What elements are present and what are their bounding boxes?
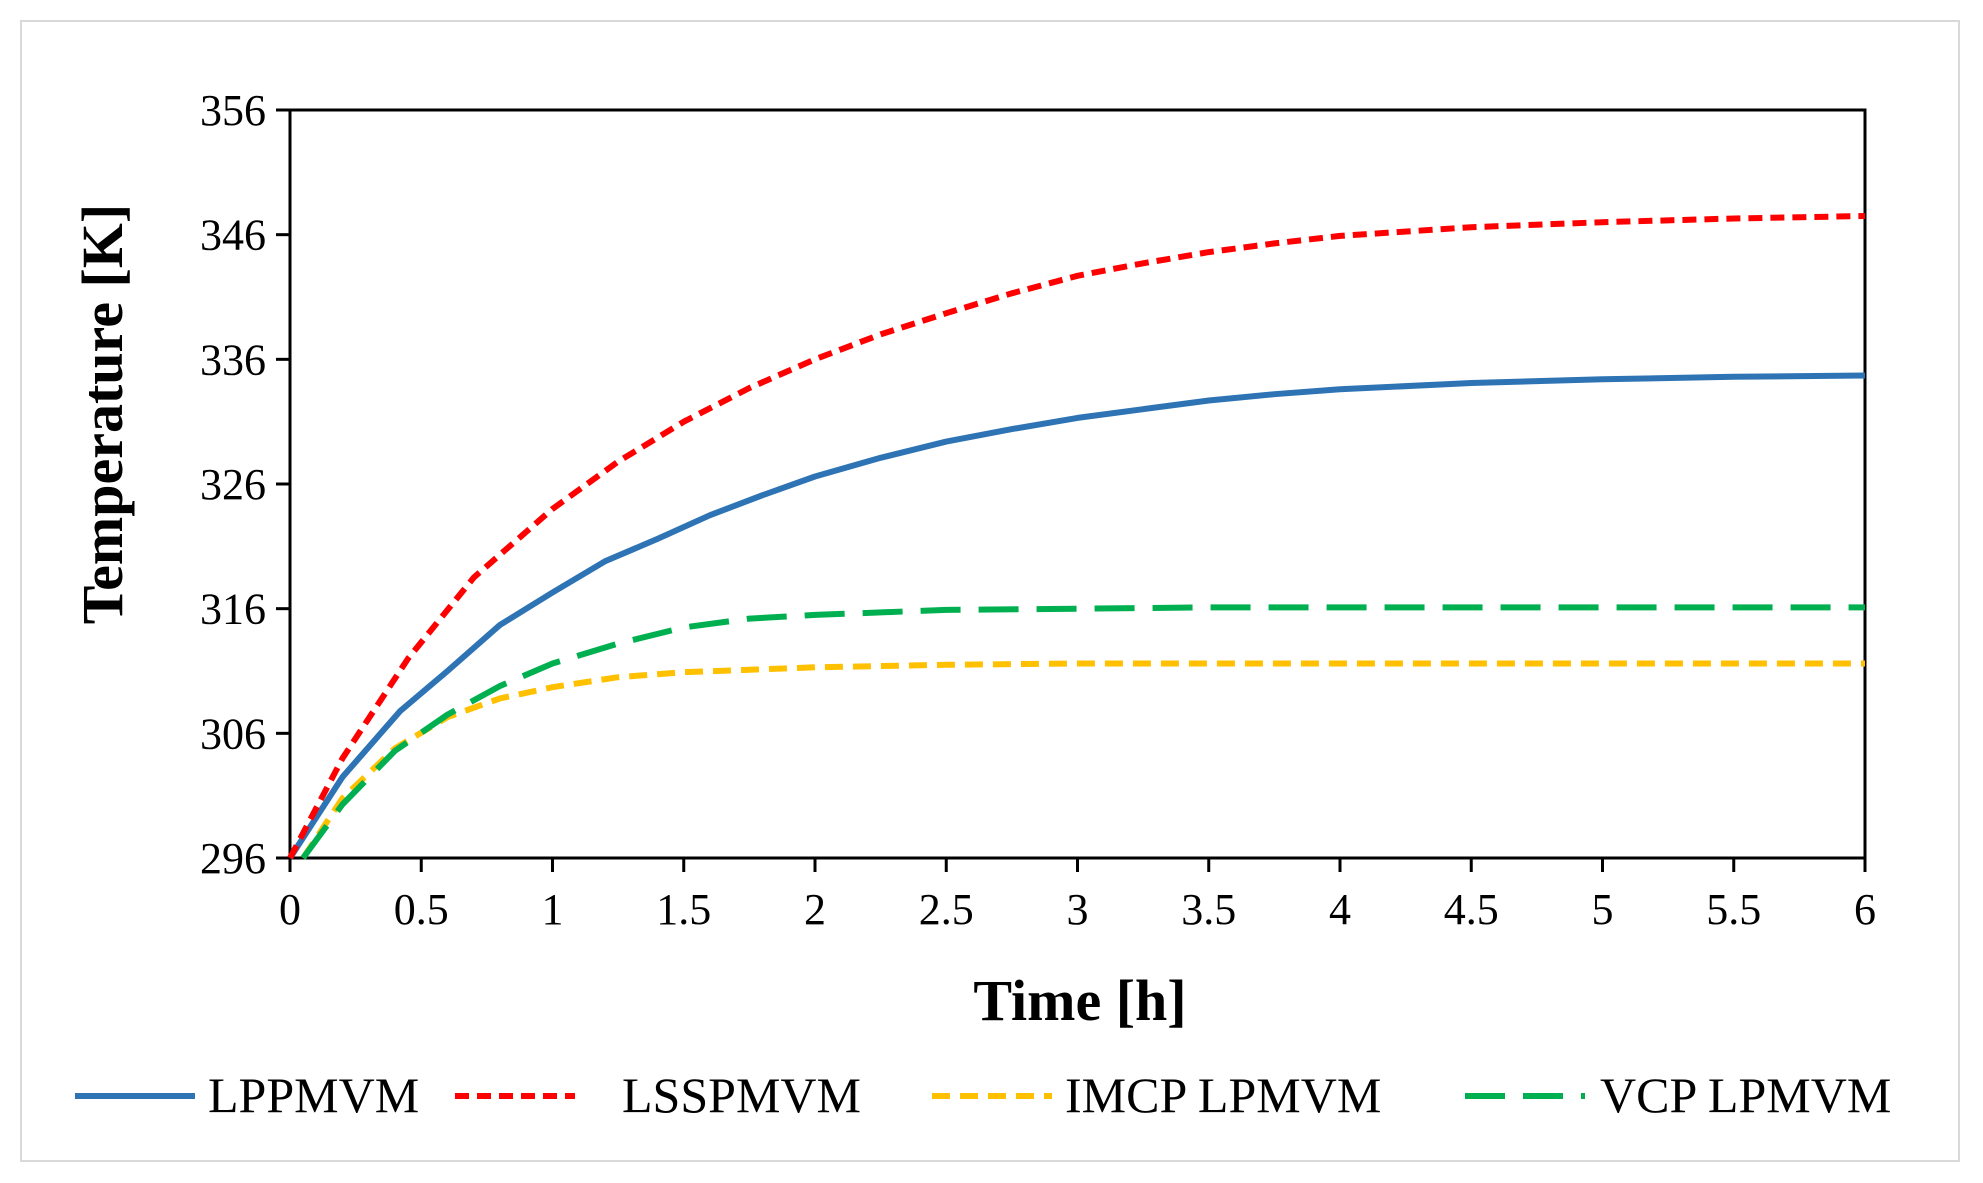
- chart-frame: [20, 20, 1960, 1162]
- legend-label: IMCP LPMVM: [1065, 1067, 1381, 1123]
- y-tick-label: 316: [200, 585, 266, 634]
- x-tick-label: 0: [279, 885, 301, 934]
- y-tick-label: 346: [200, 211, 266, 260]
- x-tick-label: 5.5: [1706, 885, 1761, 934]
- legend: LPPMVM LSSPMVM IMCP LPMVM VCP LPMVM: [75, 1067, 1891, 1123]
- x-tick-label: 1.5: [656, 885, 711, 934]
- series-line-vcp-lpmvm: [300, 604, 1865, 860]
- y-axis-title: Temperature [K]: [70, 204, 135, 624]
- legend-label: LSSPMVM: [622, 1067, 861, 1123]
- x-tick-label: 5: [1592, 885, 1614, 934]
- y-tick-label: 336: [200, 335, 266, 384]
- series-line-imcp-lpmvm: [300, 660, 1865, 860]
- legend-label: LPPMVM: [208, 1067, 419, 1123]
- x-tick-label: 3: [1067, 885, 1089, 934]
- series-lines: [287, 213, 1866, 860]
- y-tick-label: 296: [200, 834, 266, 883]
- y-axis-ticks: 296 306 316 326 336 346 356: [200, 86, 290, 883]
- x-tick-label: 2.5: [919, 885, 974, 934]
- x-axis-ticks: 0 0.5 1 1.5 2 2.5 3 3.5 4 4.5 5 5.5 6: [279, 858, 1876, 934]
- y-tick-label: 306: [200, 709, 266, 758]
- x-tick-label: 0.5: [394, 885, 449, 934]
- x-axis-title: Time [h]: [973, 968, 1186, 1033]
- x-tick-label: 3.5: [1181, 885, 1236, 934]
- series-line-lsspmvm: [287, 213, 1866, 860]
- x-tick-label: 4: [1329, 885, 1351, 934]
- x-tick-label: 1: [542, 885, 564, 934]
- y-tick-label: 356: [200, 86, 266, 135]
- legend-label: VCP LPMVM: [1600, 1067, 1891, 1123]
- x-tick-label: 4.5: [1444, 885, 1499, 934]
- x-tick-label: 6: [1854, 885, 1876, 934]
- y-tick-label: 326: [200, 460, 266, 509]
- x-tick-label: 2: [804, 885, 826, 934]
- series-line-lppmvm: [287, 372, 1866, 860]
